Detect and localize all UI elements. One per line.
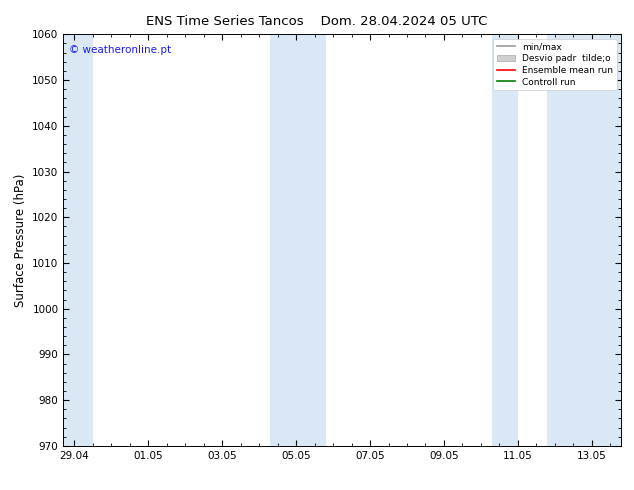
Bar [63,34,93,446]
Y-axis label: Surface Pressure (hPa): Surface Pressure (hPa) [14,173,27,307]
Bar [547,34,621,446]
Bar [270,34,326,446]
Text: ENS Time Series Tancos    Dom. 28.04.2024 05 UTC: ENS Time Series Tancos Dom. 28.04.2024 0… [146,15,488,28]
Text: © weatheronline.pt: © weatheronline.pt [69,45,171,54]
Bar [492,34,518,446]
Legend: min/max, Desvio padr  tilde;o, Ensemble mean run, Controll run: min/max, Desvio padr tilde;o, Ensemble m… [493,39,617,90]
